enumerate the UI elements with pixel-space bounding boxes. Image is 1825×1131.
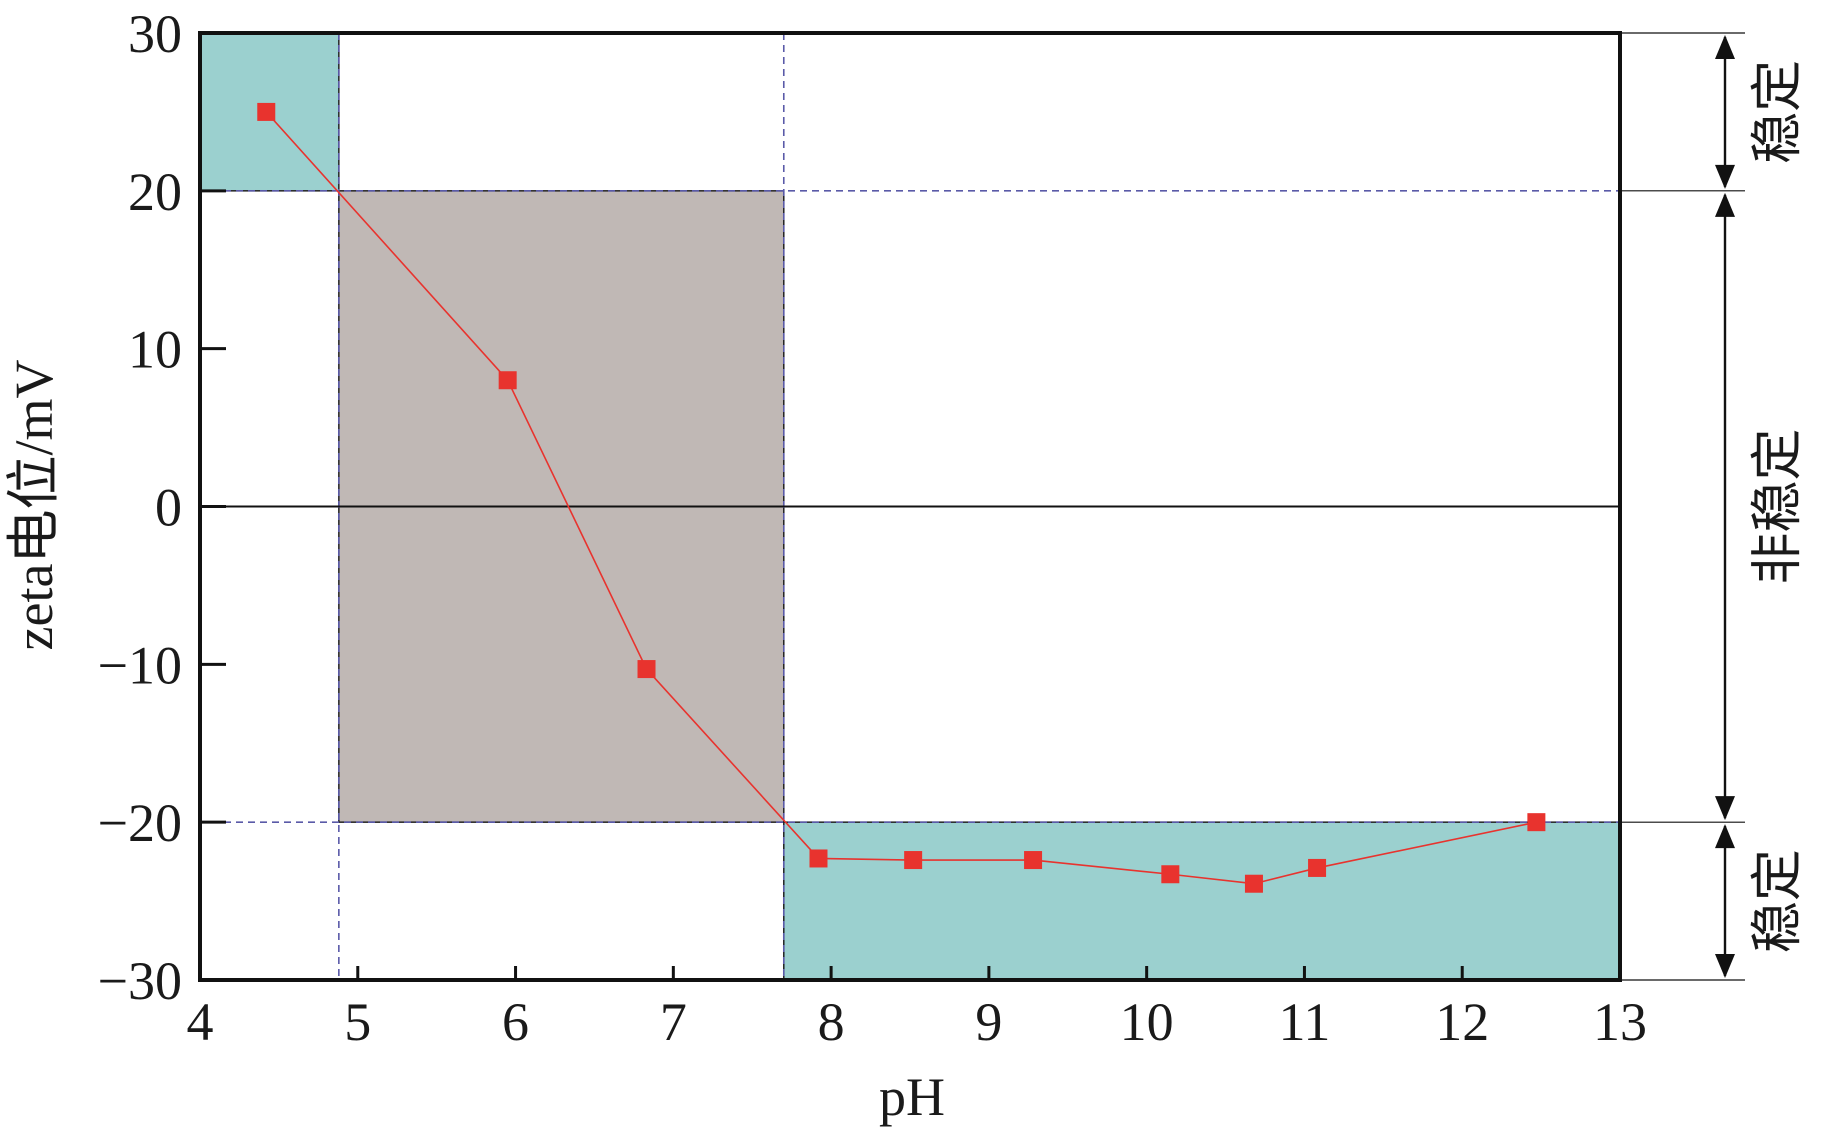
x-tick-label-13: 13 [1593,992,1647,1052]
x-tick-label-12: 12 [1435,992,1489,1052]
y-axis-title: zeta电位/mV [4,360,64,651]
zone-label-2: 稳定 [1748,849,1808,953]
zone-arrow-head-down-1 [1715,796,1735,821]
zone-arrow-head-up-0 [1715,35,1735,59]
data-point-9 [1527,813,1546,832]
x-tick-label-10: 10 [1120,992,1174,1052]
x-tick-label-11: 11 [1278,992,1330,1052]
zone-label-0: 稳定 [1748,60,1808,164]
data-point-8 [1308,858,1327,877]
x-axis-title: pH [879,1067,945,1127]
data-point-1 [498,371,517,390]
y-tick-label-5: −20 [98,793,182,853]
axes [198,31,1622,982]
series-line-0 [265,111,1537,885]
y-tick-label-6: −30 [98,951,182,1011]
data-point-6 [1161,865,1180,884]
data-point-7 [1244,874,1263,893]
data-series [257,102,1546,893]
y-tick-label-1: 20 [128,162,182,222]
x-tick-label-9: 9 [975,992,1002,1052]
zone-arrow-head-up-2 [1715,824,1735,849]
data-point-4 [904,851,923,870]
zone-arrow-head-up-1 [1715,192,1735,217]
x-tick-label-8: 8 [818,992,845,1052]
x-tick-label-6: 6 [502,992,529,1052]
x-tick-label-7: 7 [660,992,687,1052]
reference-lines [200,33,1620,980]
x-tick-label-4: 4 [187,992,214,1052]
x-tick-label-5: 5 [344,992,371,1052]
y-tick-label-2: 10 [128,320,182,380]
y-tick-label-3: 0 [155,478,182,538]
zone-label-1: 非稳定 [1748,428,1808,584]
y-tick-label-4: −10 [98,635,182,695]
zone-arrow-head-down-2 [1715,954,1735,978]
tick-labels: 4 5 6 7 8 9 10 11 12 13 30 20 10 0 −10 −20 −30 [98,4,1647,1052]
data-point-5 [1024,851,1043,870]
region-2 [783,821,1621,981]
data-point-0 [257,102,276,121]
y-tick-label-0: 30 [128,4,182,64]
data-point-3 [809,849,828,868]
zone-arrow-head-down-0 [1715,164,1735,189]
data-point-2 [637,660,656,679]
